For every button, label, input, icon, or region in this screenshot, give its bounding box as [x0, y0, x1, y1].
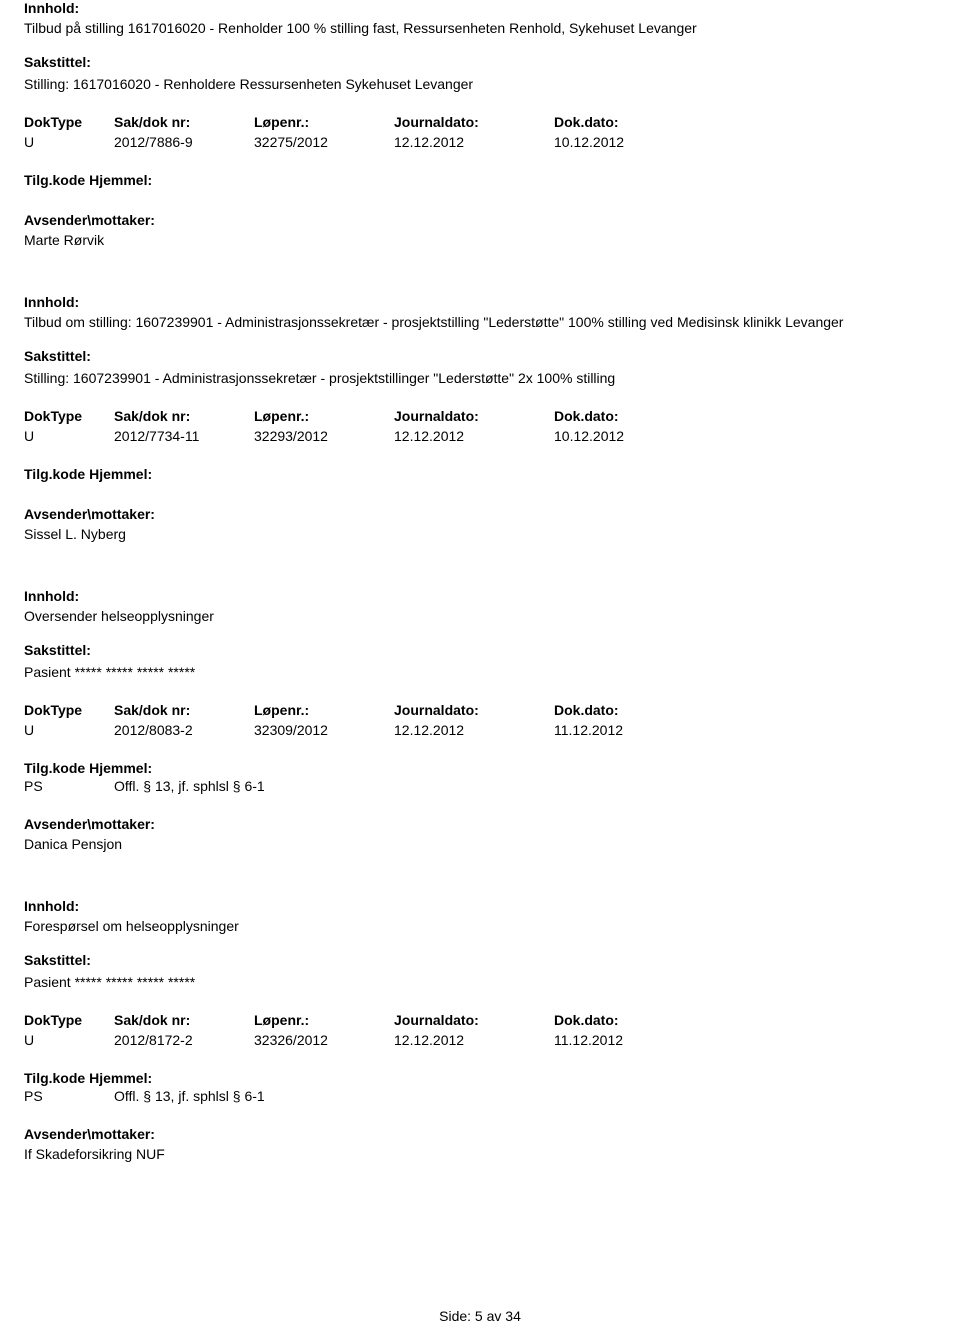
sakstittel-value: Stilling: 1617016020 - Renholdere Ressur… [24, 76, 936, 92]
innhold-value: Oversender helseopplysninger [24, 608, 936, 624]
innhold-value: Tilbud om stilling: 1607239901 - Adminis… [24, 314, 936, 330]
col-journaldato-header: Journaldato: [394, 408, 554, 424]
hjemmel-label-text: Hjemmel: [89, 172, 152, 188]
sakstittel-label: Sakstittel: [24, 952, 936, 968]
col-lopenr-header: Løpenr.: [254, 702, 394, 718]
tilgkode-hjemmel-label: Tilg.kode Hjemmel: [24, 1070, 936, 1086]
table-header-row: DokType Sak/dok nr: Løpenr.: Journaldato… [24, 408, 936, 424]
table-data-row: U 2012/8172-2 32326/2012 12.12.2012 11.1… [24, 1032, 936, 1048]
tilg-row: PS Offl. § 13, jf. sphlsl § 6-1 [24, 1088, 936, 1104]
tilgkode-hjemmel-label: Tilg.kode Hjemmel: [24, 466, 936, 482]
table-header-row: DokType Sak/dok nr: Løpenr.: Journaldato… [24, 114, 936, 130]
sakstittel-label: Sakstittel: [24, 54, 936, 70]
lopenr-value: 32326/2012 [254, 1032, 394, 1048]
table-header-row: DokType Sak/dok nr: Løpenr.: Journaldato… [24, 1012, 936, 1028]
tilg-row: PS Offl. § 13, jf. sphlsl § 6-1 [24, 778, 936, 794]
tilgkode-label-text: Tilg.kode [24, 760, 85, 776]
avsender-label: Avsender\mottaker: [24, 1126, 936, 1142]
col-journaldato-header: Journaldato: [394, 114, 554, 130]
tilgkode-label-text: Tilg.kode [24, 466, 85, 482]
avsender-value: If Skadeforsikring NUF [24, 1146, 936, 1162]
col-sakdok-header: Sak/dok nr: [114, 1012, 254, 1028]
journaldato-value: 12.12.2012 [394, 428, 554, 444]
dokdato-value: 10.12.2012 [554, 428, 714, 444]
col-sakdok-header: Sak/dok nr: [114, 702, 254, 718]
doktype-value: U [24, 1032, 114, 1048]
col-sakdok-header: Sak/dok nr: [114, 408, 254, 424]
avsender-value: Danica Pensjon [24, 836, 936, 852]
tilgkode-label-text: Tilg.kode [24, 172, 85, 188]
table-data-row: U 2012/7886-9 32275/2012 12.12.2012 10.1… [24, 134, 936, 150]
hjemmel-label-text: Hjemmel: [89, 760, 152, 776]
lopenr-value: 32309/2012 [254, 722, 394, 738]
journaldato-value: 12.12.2012 [394, 722, 554, 738]
col-doktype-header: DokType [24, 114, 114, 130]
innhold-label: Innhold: [24, 588, 936, 604]
journaldato-value: 12.12.2012 [394, 1032, 554, 1048]
journal-page: Innhold: Tilbud på stilling 1617016020 -… [0, 0, 960, 1334]
sakstittel-value: Pasient ***** ***** ***** ***** [24, 974, 936, 990]
sakdok-value: 2012/7734-11 [114, 428, 254, 444]
col-dokdato-header: Dok.dato: [554, 114, 714, 130]
hjemmel-label-text: Hjemmel: [89, 466, 152, 482]
dokdato-value: 11.12.2012 [554, 722, 714, 738]
page-footer: Side: 5 av 34 [0, 1308, 960, 1324]
avsender-label: Avsender\mottaker: [24, 816, 936, 832]
table-data-row: U 2012/8083-2 32309/2012 12.12.2012 11.1… [24, 722, 936, 738]
avsender-label: Avsender\mottaker: [24, 506, 936, 522]
avsender-label: Avsender\mottaker: [24, 212, 936, 228]
col-lopenr-header: Løpenr.: [254, 1012, 394, 1028]
doktype-value: U [24, 134, 114, 150]
innhold-value: Forespørsel om helseopplysninger [24, 918, 936, 934]
sakdok-value: 2012/7886-9 [114, 134, 254, 150]
col-dokdato-header: Dok.dato: [554, 408, 714, 424]
avsender-value: Marte Rørvik [24, 232, 936, 248]
tilgkode-value: PS [24, 1088, 114, 1104]
col-doktype-header: DokType [24, 702, 114, 718]
sakstittel-label: Sakstittel: [24, 642, 936, 658]
col-journaldato-header: Journaldato: [394, 702, 554, 718]
tilgkode-hjemmel-label: Tilg.kode Hjemmel: [24, 172, 936, 188]
tilgkode-hjemmel-label: Tilg.kode Hjemmel: [24, 760, 936, 776]
hjemmel-label-text: Hjemmel: [89, 1070, 152, 1086]
dokdato-value: 11.12.2012 [554, 1032, 714, 1048]
sakstittel-label: Sakstittel: [24, 348, 936, 364]
innhold-label: Innhold: [24, 294, 936, 310]
journal-record: Innhold: Tilbud på stilling 1617016020 -… [24, 0, 936, 248]
sakstittel-value: Stilling: 1607239901 - Administrasjonsse… [24, 370, 936, 386]
col-doktype-header: DokType [24, 408, 114, 424]
lopenr-value: 32293/2012 [254, 428, 394, 444]
col-lopenr-header: Løpenr.: [254, 408, 394, 424]
innhold-label: Innhold: [24, 898, 936, 914]
col-journaldato-header: Journaldato: [394, 1012, 554, 1028]
innhold-value: Tilbud på stilling 1617016020 - Renholde… [24, 20, 936, 36]
table-header-row: DokType Sak/dok nr: Løpenr.: Journaldato… [24, 702, 936, 718]
lopenr-value: 32275/2012 [254, 134, 394, 150]
col-doktype-header: DokType [24, 1012, 114, 1028]
sakdok-value: 2012/8172-2 [114, 1032, 254, 1048]
journal-record: Innhold: Oversender helseopplysninger Sa… [24, 588, 936, 852]
sakdok-value: 2012/8083-2 [114, 722, 254, 738]
journal-record: Innhold: Tilbud om stilling: 1607239901 … [24, 294, 936, 542]
dokdato-value: 10.12.2012 [554, 134, 714, 150]
innhold-label: Innhold: [24, 0, 936, 16]
col-lopenr-header: Løpenr.: [254, 114, 394, 130]
col-dokdato-header: Dok.dato: [554, 702, 714, 718]
col-sakdok-header: Sak/dok nr: [114, 114, 254, 130]
table-data-row: U 2012/7734-11 32293/2012 12.12.2012 10.… [24, 428, 936, 444]
col-dokdato-header: Dok.dato: [554, 1012, 714, 1028]
doktype-value: U [24, 722, 114, 738]
doktype-value: U [24, 428, 114, 444]
tilgkode-label-text: Tilg.kode [24, 1070, 85, 1086]
avsender-value: Sissel L. Nyberg [24, 526, 936, 542]
journal-record: Innhold: Forespørsel om helseopplysninge… [24, 898, 936, 1162]
tilgkode-value: PS [24, 778, 114, 794]
journaldato-value: 12.12.2012 [394, 134, 554, 150]
sakstittel-value: Pasient ***** ***** ***** ***** [24, 664, 936, 680]
hjemmel-value: Offl. § 13, jf. sphlsl § 6-1 [114, 778, 265, 794]
hjemmel-value: Offl. § 13, jf. sphlsl § 6-1 [114, 1088, 265, 1104]
